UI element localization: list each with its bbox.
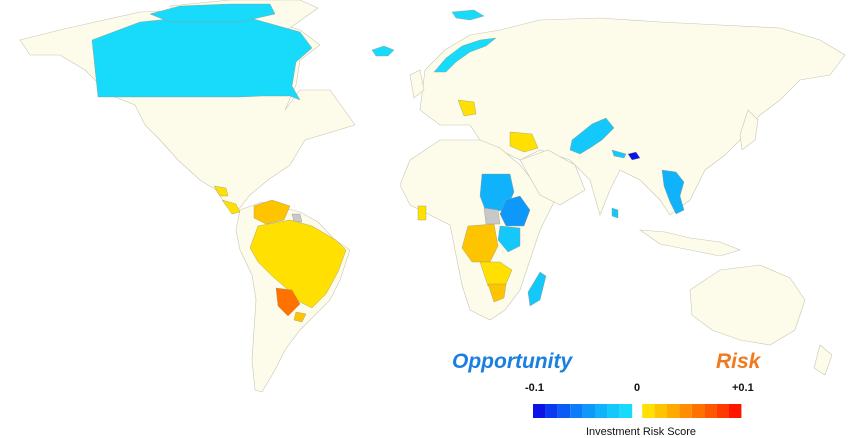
- region-serbia[interactable]: [457, 99, 477, 117]
- region-ghana[interactable]: [417, 205, 427, 221]
- scale-swatch-risk: [704, 404, 717, 418]
- region-norway[interactable]: [433, 37, 497, 73]
- region-svalbard[interactable]: [451, 9, 485, 21]
- land-arabia: [519, 149, 586, 206]
- region-paraguay[interactable]: [275, 287, 301, 317]
- region-bhutan[interactable]: [627, 151, 641, 161]
- land-eurasia: [419, 17, 846, 216]
- region-iraq[interactable]: [509, 131, 539, 153]
- scale-swatch-risk: [729, 404, 742, 418]
- land-new-zealand: [813, 344, 833, 376]
- opportunity-regions: [91, 3, 685, 307]
- region-iceland[interactable]: [371, 45, 395, 57]
- scale-swatch-opportunity: [557, 404, 571, 418]
- region-afghanistan[interactable]: [569, 117, 615, 155]
- scale-swatch-opportunity: [545, 404, 558, 418]
- region-kenya-tanzania[interactable]: [497, 225, 521, 253]
- region-central-america[interactable]: [221, 199, 241, 215]
- scale-tick-negative: -0.1: [525, 382, 544, 394]
- scale-title: Investment Risk Score: [586, 426, 697, 438]
- region-brazil[interactable]: [249, 219, 347, 309]
- scale-swatch-opportunity: [607, 404, 620, 418]
- land-uk: [409, 69, 425, 99]
- region-canada-arctic[interactable]: [149, 3, 276, 23]
- scale-swatch-risk: [716, 404, 729, 418]
- risk-regions: [213, 99, 539, 323]
- land-indonesia: [638, 229, 741, 257]
- land-japan: [739, 109, 759, 151]
- region-mexico[interactable]: [213, 185, 229, 197]
- region-vietnam[interactable]: [661, 169, 685, 215]
- scale-swatch-opportunity: [619, 404, 633, 418]
- scale-swatch-risk: [654, 404, 667, 418]
- scale-tick-zero: 0: [634, 382, 641, 394]
- opportunity-label: Opportunity: [452, 350, 573, 373]
- region-uruguay[interactable]: [293, 311, 307, 323]
- scale-swatch-opportunity: [533, 404, 546, 418]
- scale-swatch-risk: [679, 404, 692, 418]
- scale-swatch-risk: [667, 404, 680, 418]
- region-no-data-east-africa[interactable]: [483, 207, 501, 225]
- scale-swatch-opportunity: [570, 404, 583, 418]
- region-sri-lanka[interactable]: [611, 207, 619, 219]
- region-madagascar[interactable]: [527, 271, 547, 307]
- scale-swatch-risk: [691, 404, 705, 418]
- land-australia: [689, 264, 806, 346]
- region-canada[interactable]: [91, 15, 313, 101]
- risk-score-scale: [533, 404, 742, 418]
- region-zimbabwe-mozambique[interactable]: [487, 283, 507, 303]
- region-ethiopia[interactable]: [499, 195, 531, 227]
- region-nepal[interactable]: [611, 149, 627, 159]
- region-guyana[interactable]: [291, 213, 303, 223]
- region-colombia-venezuela[interactable]: [253, 199, 291, 225]
- region-zambia-malawi[interactable]: [479, 261, 513, 287]
- risk-label: Risk: [716, 350, 761, 373]
- scale-swatch-risk: [642, 404, 655, 418]
- scale-tick-positive: +0.1: [732, 382, 754, 394]
- scale-swatch-opportunity: [595, 404, 608, 418]
- scale-swatch-opportunity: [582, 404, 595, 418]
